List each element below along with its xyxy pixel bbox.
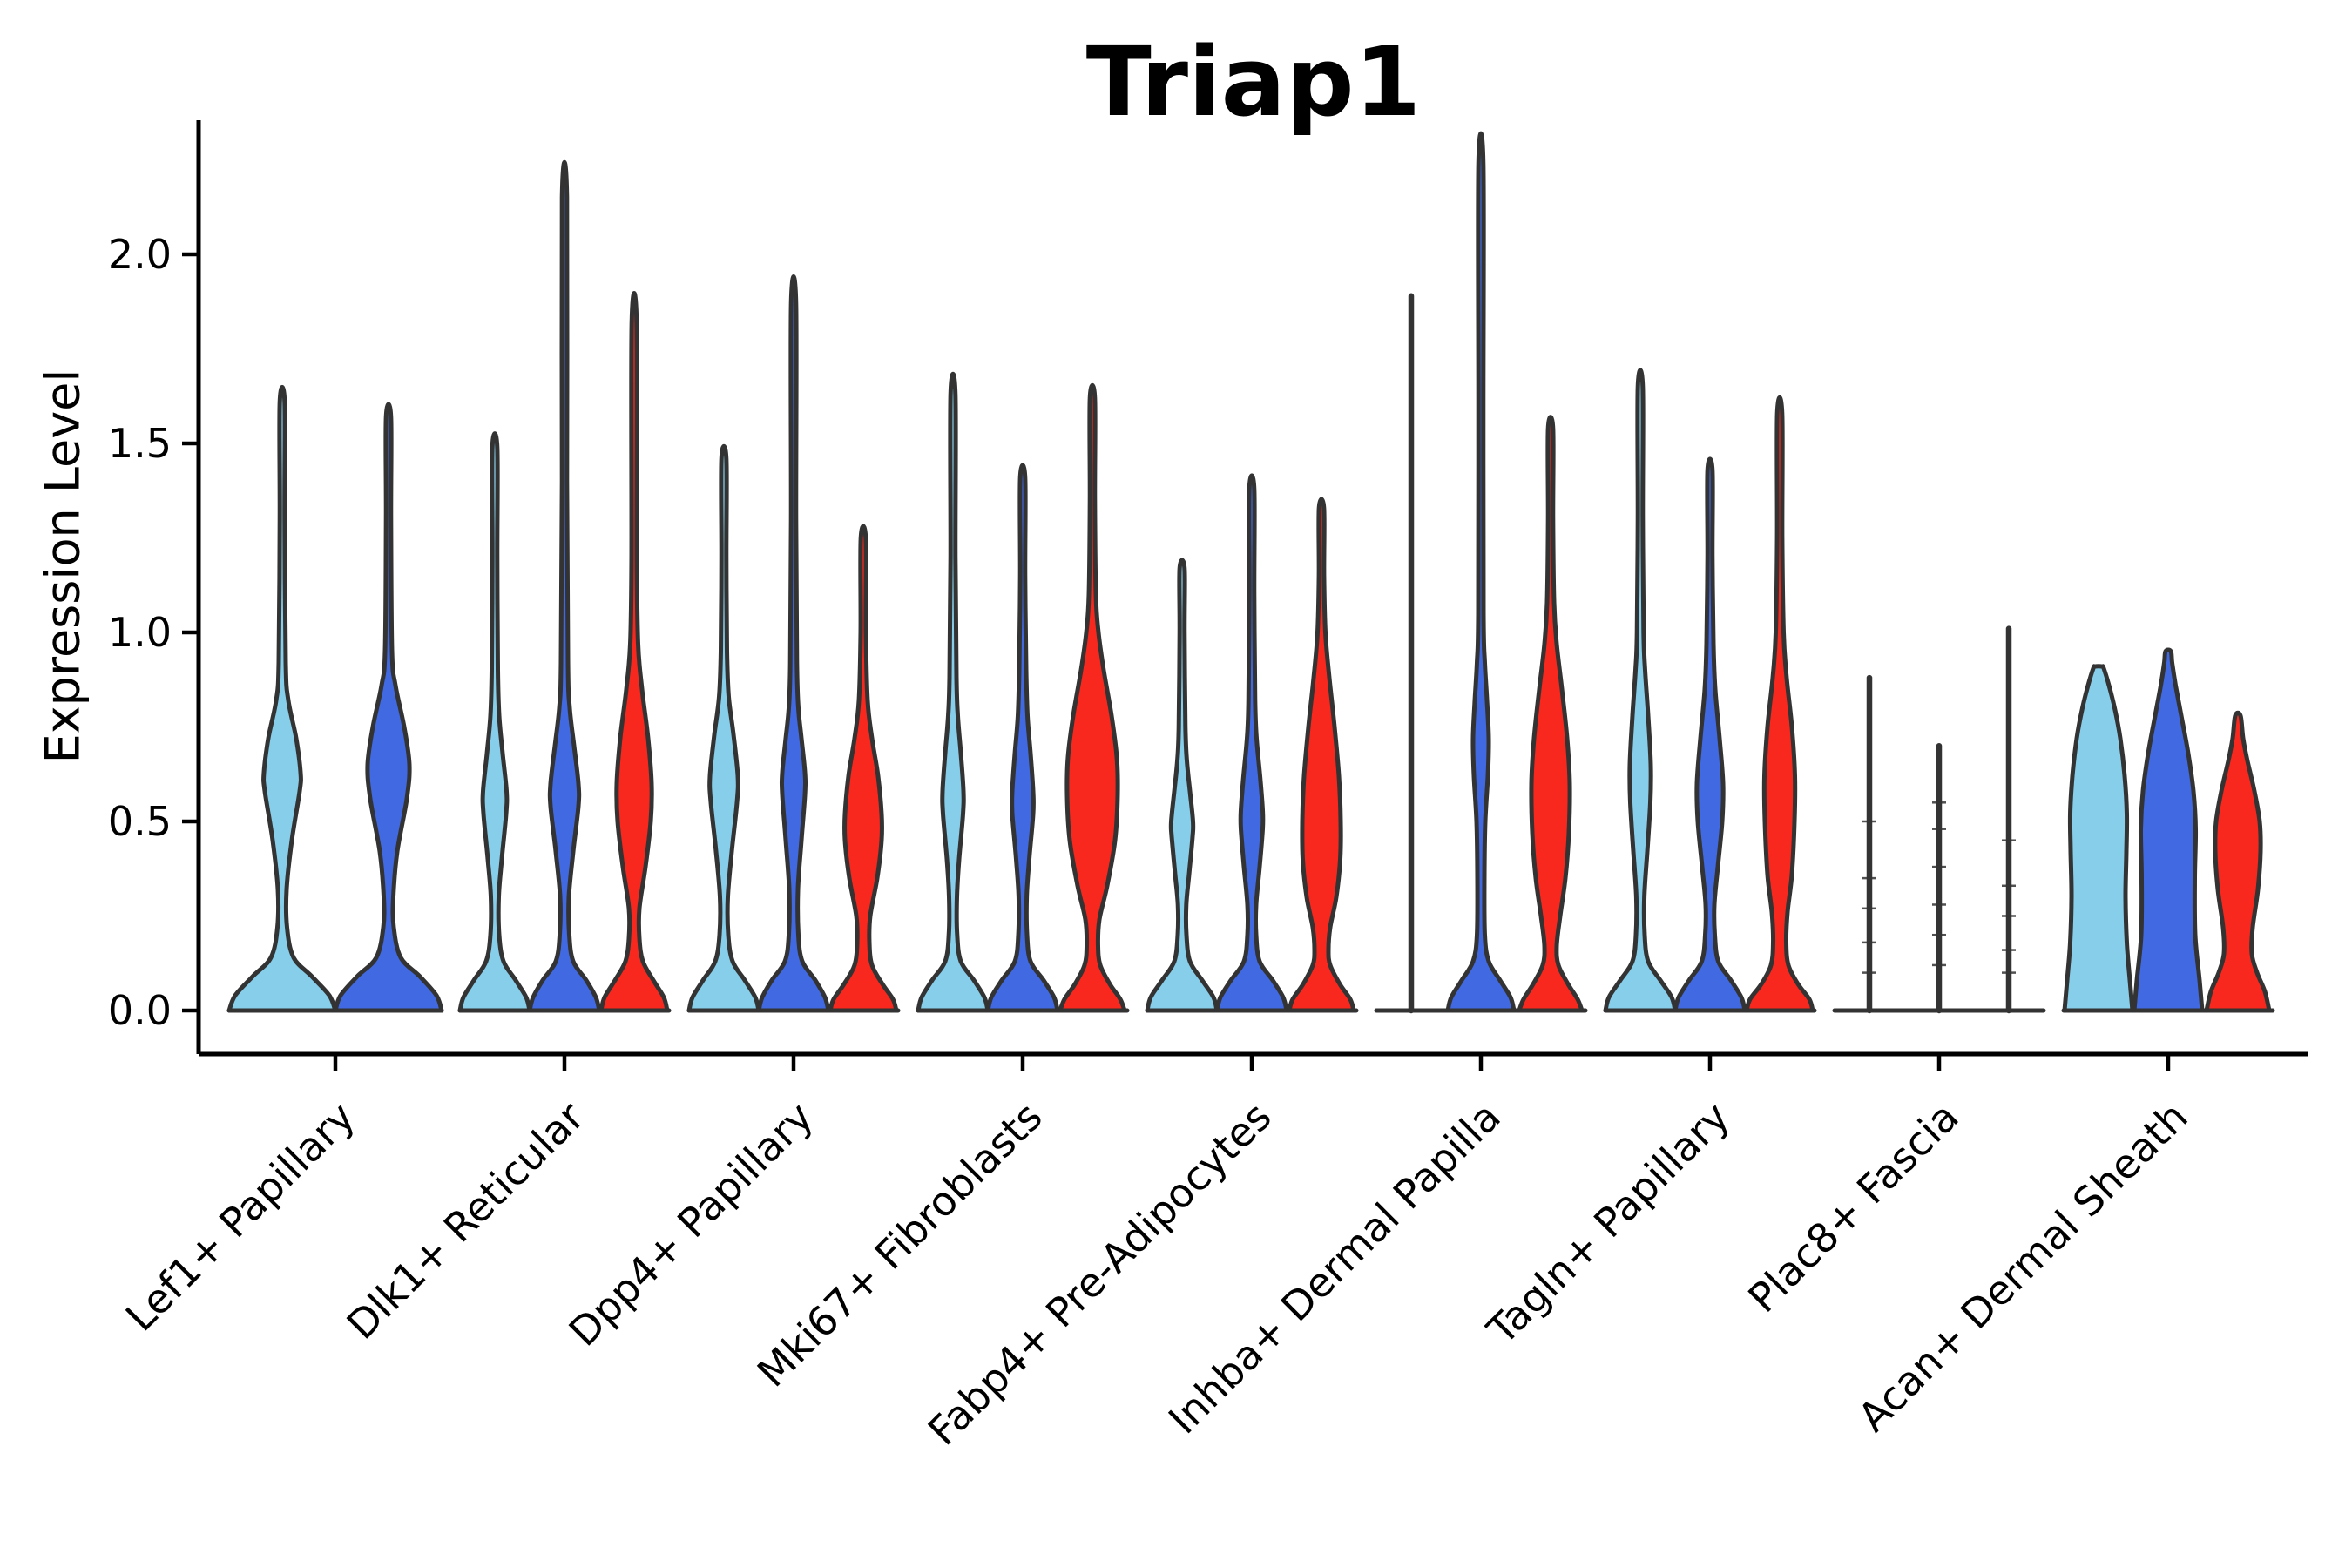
violin-body: [333, 402, 444, 1013]
violin-body: [1744, 395, 1815, 1013]
x-tick-label: Lef1+ Papillary: [117, 1093, 364, 1341]
violin-body: [686, 443, 761, 1013]
y-axis-title: Expression Level: [35, 368, 91, 764]
y-tick-label: 1.0: [108, 609, 172, 656]
violin-body: [226, 384, 338, 1013]
y-tick-label: 0.5: [108, 798, 172, 845]
y-tick-label: 2.0: [108, 231, 172, 278]
violin-body: [598, 291, 670, 1013]
violin-body: [2132, 647, 2205, 1013]
violin-body: [1145, 558, 1220, 1013]
violin-body: [756, 274, 831, 1013]
x-tick-label: Tagln+ Papillary: [1477, 1093, 1739, 1355]
violin-body: [1287, 497, 1356, 1013]
violin-body: [2062, 664, 2135, 1013]
violin-body: [1214, 473, 1289, 1013]
y-tick-label: 0.0: [108, 987, 172, 1034]
violin-body: [457, 431, 532, 1013]
x-tick-label: Dpp4+ Papillary: [560, 1093, 822, 1355]
violin-body: [1673, 456, 1747, 1013]
chart-title: Triap1: [1085, 26, 1422, 138]
violin-body: [916, 372, 990, 1013]
violin-body: [1058, 382, 1127, 1013]
x-tick-label: Plac8+ Fascia: [1739, 1093, 1967, 1321]
violin-body: [1517, 415, 1585, 1013]
violin-body: [1445, 131, 1517, 1013]
violin-body: [2204, 710, 2272, 1013]
violin-body: [527, 160, 602, 1013]
violin-body: [1603, 368, 1678, 1013]
violin-body: [985, 463, 1060, 1013]
violin-body: [828, 524, 899, 1013]
y-tick-label: 1.5: [108, 420, 172, 467]
x-tick-label: Dlk1+ Reticular: [338, 1093, 593, 1348]
